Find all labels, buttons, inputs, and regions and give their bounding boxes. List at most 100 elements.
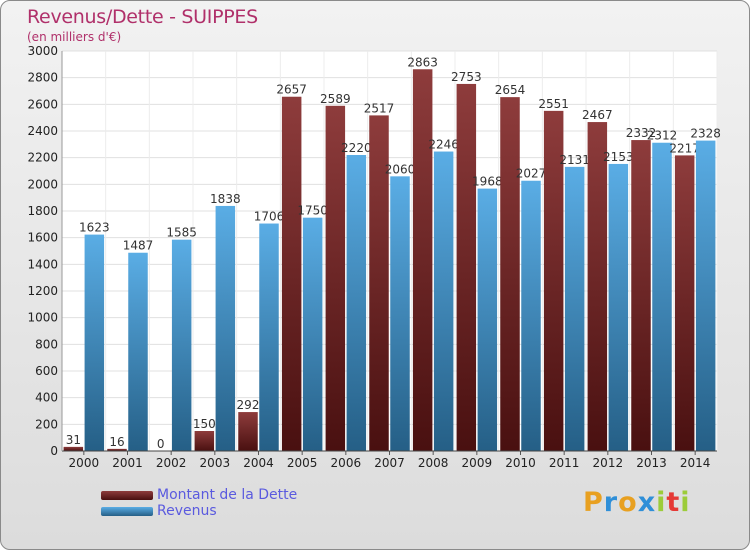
x-tick-label: 2011: [549, 456, 580, 470]
data-label-dette: 292: [237, 398, 260, 412]
y-tick-label: 1400: [27, 257, 58, 271]
bar-dette: [369, 115, 389, 452]
bar-dette: [587, 122, 608, 452]
y-tick-label: 2200: [27, 151, 58, 165]
data-label-revenus: 2153: [603, 150, 634, 164]
y-tick-label: 0: [50, 444, 58, 458]
data-label-revenus: 1706: [254, 210, 285, 224]
data-label-revenus: 2220: [341, 141, 372, 155]
bar-dette: [543, 110, 564, 451]
logo-letter: P: [583, 487, 604, 518]
bar-revenus: [128, 252, 148, 451]
y-tick-label: 800: [35, 337, 58, 351]
bar-revenus: [564, 166, 585, 451]
bar-dette: [107, 448, 127, 451]
x-tick-label: 2008: [418, 456, 449, 470]
data-label-dette: 2753: [451, 70, 482, 84]
bar-dette: [238, 412, 258, 451]
chart-title: Revenus/Dette - SUIPPES: [27, 6, 258, 28]
bar-revenus: [259, 223, 279, 451]
bar-revenus: [84, 234, 105, 451]
x-tick-label: 2007: [374, 456, 405, 470]
y-tick-label: 2000: [27, 177, 58, 191]
data-label-dette: 2863: [407, 55, 438, 69]
bar-dette: [325, 105, 346, 452]
bar-revenus: [215, 205, 236, 451]
logo-letter: t: [666, 487, 681, 518]
bar-dette: [674, 155, 695, 451]
x-tick-label: 2009: [462, 456, 493, 470]
bar-revenus: [521, 180, 541, 451]
legend-label-dette: Montant de la Dette: [157, 487, 298, 503]
data-label-dette: 31: [66, 433, 81, 447]
data-label-revenus: 2312: [647, 129, 678, 143]
data-label-dette: 2217: [669, 141, 700, 155]
logo-letter: x: [637, 487, 657, 518]
legend-swatch-revenus: [101, 507, 153, 516]
x-tick-label: 2006: [331, 456, 362, 470]
y-tick-label: 1200: [27, 284, 58, 298]
data-label-revenus: 1968: [472, 175, 503, 189]
data-label-dette: 150: [193, 417, 216, 431]
bar-dette: [281, 96, 302, 451]
x-tick-label: 2010: [505, 456, 536, 470]
y-tick-label: 2400: [27, 124, 58, 138]
bar-revenus: [477, 188, 498, 451]
data-label-dette: 2467: [582, 108, 613, 122]
bar-revenus: [608, 163, 629, 451]
y-tick-label: 600: [35, 364, 58, 378]
x-tick-label: 2000: [69, 456, 100, 470]
data-label-revenus: 1487: [123, 239, 154, 253]
logo-letter: r: [603, 487, 619, 518]
bar-dette: [456, 83, 477, 451]
bar-dette: [500, 97, 520, 451]
y-tick-label: 1600: [27, 231, 58, 245]
logo-letter: i: [680, 487, 691, 518]
x-tick-label: 2012: [593, 456, 624, 470]
data-label-dette: 16: [109, 435, 124, 449]
data-label-dette: 2657: [276, 83, 307, 97]
legend-swatch-dette: [101, 491, 153, 500]
data-label-revenus: 2246: [428, 138, 459, 152]
x-tick-label: 2003: [200, 456, 231, 470]
logo-letter: o: [618, 487, 638, 518]
data-label-revenus: 1750: [297, 204, 328, 218]
y-tick-label: 2800: [27, 71, 58, 85]
data-label-dette: 2551: [538, 97, 569, 111]
y-tick-label: 400: [35, 391, 58, 405]
bar-dette: [412, 69, 433, 452]
data-label-revenus: 2328: [690, 127, 721, 141]
data-label-revenus: 2027: [516, 167, 547, 181]
y-tick-label: 1000: [27, 311, 58, 325]
x-tick-label: 2001: [112, 456, 143, 470]
plot-area: [62, 51, 717, 451]
data-label-dette: 2332: [626, 126, 657, 140]
bar-dette: [63, 446, 84, 451]
bar-revenus: [695, 140, 716, 451]
bar-revenus: [433, 151, 454, 452]
data-label-revenus: 2131: [559, 153, 590, 167]
data-label-dette: 2589: [320, 92, 351, 106]
bar-revenus: [302, 217, 323, 451]
x-tick-label: 2005: [287, 456, 318, 470]
data-label-revenus: 2060: [385, 162, 416, 176]
x-tick-label: 2014: [680, 456, 711, 470]
chart-subtitle: (en milliers d'€): [27, 30, 122, 44]
bar-dette: [194, 431, 215, 451]
proxiti-logo: Proxiti: [583, 487, 691, 518]
bar-dette: [631, 140, 651, 452]
x-tick-label: 2004: [243, 456, 274, 470]
y-tick-label: 3000: [27, 44, 58, 58]
legend-label-revenus: Revenus: [157, 503, 217, 519]
y-tick-label: 2600: [27, 97, 58, 111]
data-label-revenus: 1838: [210, 192, 241, 206]
y-tick-label: 200: [35, 417, 58, 431]
data-label-dette: 2517: [364, 101, 395, 115]
data-label-revenus: 1623: [79, 221, 110, 235]
x-tick-label: 2002: [156, 456, 187, 470]
bar-revenus: [346, 155, 367, 451]
y-tick-label: 1800: [27, 204, 58, 218]
data-label-dette: 2654: [495, 83, 526, 97]
